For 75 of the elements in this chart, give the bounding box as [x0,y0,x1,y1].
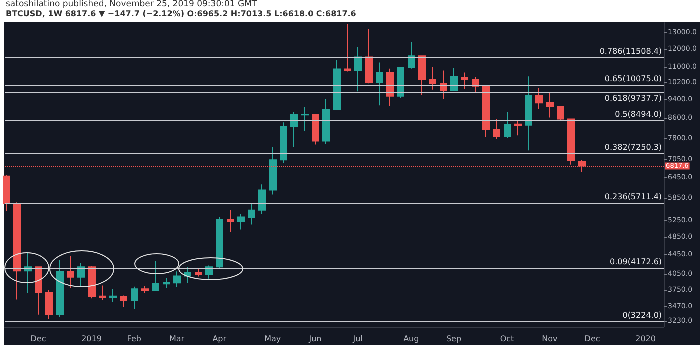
x-tick-label: Jun [308,334,322,344]
candlestick [88,266,96,300]
candlestick [152,260,159,292]
candlestick [418,55,426,96]
x-tick-label: 2019 [82,334,102,344]
ref-line-label: 0.09(4172.6) [610,258,662,267]
x-tick-label: Aug [404,334,420,344]
x-tick-label: Feb [127,334,142,344]
chart-subtitle: BTCUSD, 1W 6817.6 ▼ −147.7 (−2.12%) O:6965.2 H:7013.5 L:6618.0 C:6817.6 [6,10,357,18]
candlestick [514,120,522,136]
candlestick [322,98,330,144]
ref-line-label: 0.65(10075.0) [604,74,662,84]
candlestick [482,85,490,138]
candlestick [184,266,191,284]
candlestick [504,112,511,139]
candlestick [195,268,202,278]
x-tick-label: Mar [169,334,186,344]
ref-line-label: 0.618(9737.7) [604,94,662,103]
x-tick-label: Sep [446,334,462,344]
ref-line-label: 0.5(8494.0) [615,110,662,120]
ref-line-label: 0.236(5711.4) [604,192,662,202]
x-tick-label: Dec [30,334,46,344]
candlestick [386,68,394,107]
candlestick [141,286,149,294]
candlestick [450,67,458,92]
candlestick [301,106,309,132]
ref-line-label: 0.786(11508.4) [600,47,662,56]
candlestick [365,28,373,84]
candlestick [120,295,127,308]
candlestick [45,290,53,320]
candlestick [290,112,298,148]
x-tick-label: Jul [352,334,363,344]
candlestick [312,114,319,146]
candlestick [557,106,564,122]
candlestick [216,216,223,270]
candlestick [376,62,383,106]
candlestick [408,42,415,70]
candlestick [493,118,500,140]
x-tick-label: Apr [212,334,228,344]
chart-title: satoshilatino published, November 25, 2019 09:30:01 GMT [6,0,258,10]
candlestick [173,271,181,288]
candlestick [35,266,42,316]
candlestick [269,147,277,196]
candlestick [163,278,170,288]
candlestick [131,286,138,310]
candlestick [67,256,74,288]
x-tick-label: 2020 [636,334,656,344]
candlestick [13,202,21,300]
x-tick-label: Dec [584,334,600,344]
candlestick [3,174,10,212]
candlestick [461,72,468,90]
candlestick [535,88,543,110]
candlestick [109,288,117,303]
x-tick-label: Nov [542,334,558,344]
candlestick [227,210,234,233]
candlestick [344,24,351,72]
ref-line-label: 0(3224.0) [622,311,662,320]
candlestick [56,260,64,318]
candlestick [525,76,532,152]
candlestick [258,184,266,216]
candlestick [354,46,362,92]
candlestick [99,285,106,301]
candlestick [567,118,575,166]
x-tick-label: Oct [500,334,514,344]
candlestick [333,59,341,111]
candlestick [546,92,554,118]
candlestick [280,122,287,164]
candlestick [429,66,436,90]
ref-line-label: 0.382(7250.3) [604,142,662,152]
candlestick [237,214,245,230]
candlestick [248,202,255,226]
candlestick [397,66,404,99]
x-tick-label: May [264,334,282,344]
candlestick [440,70,447,100]
candlestick [77,262,85,288]
